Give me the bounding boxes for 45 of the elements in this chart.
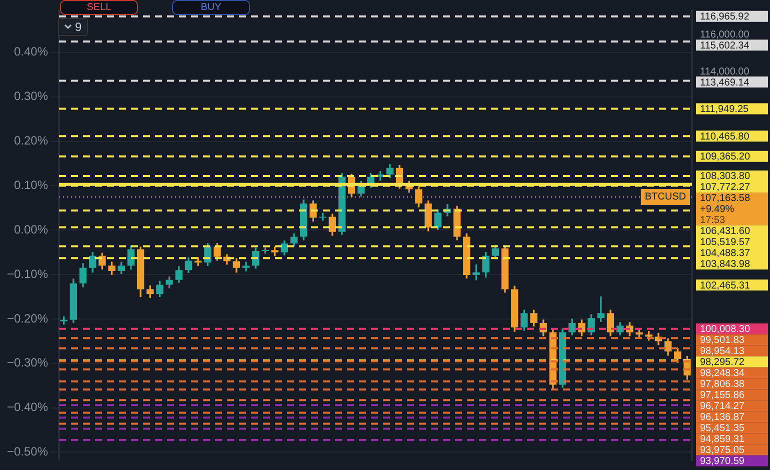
ref-line-label: 110,465.80 [700,131,750,142]
y-tick-label: −0.10% [6,266,48,281]
ref-line-label: 98,954.13 [700,346,745,358]
ref-line-label: 103,843.98 [700,259,750,270]
ref-line-label: 115,602.34 [700,40,750,52]
y-tick-label: −0.20% [6,311,48,326]
y2-tick-label: 114,000.00 [700,66,750,78]
text: 17:53 [700,215,726,226]
ref-line-label: 107,163.58 [700,193,750,204]
y-tick-label: −0.40% [6,400,48,414]
y-tick-label: 0.20% [14,134,48,148]
ref-line-label: 107,772.27 [700,182,750,194]
ref-line-label: 98,248.34 [700,368,745,380]
ref-line-label: 104,488.37 [700,248,750,260]
ref-line-label: 96,136.87 [700,412,745,424]
ref-line-label: 94,859.31 [700,434,745,446]
ref-line-label: 96,714.27 [700,401,745,412]
annotation: BTCUSD [644,192,686,203]
ref-line-label: 100,008.30 [700,324,750,336]
ref-line-label: 116,965.92 [700,12,750,23]
text: 102,465.31 [700,280,750,292]
ref-line-label: 105,519.57 [700,237,750,248]
ref-line-label: 111,949.25 [700,104,750,116]
y2-tick-label: 116,000.00 [700,29,750,40]
y-tick-label: 0.40% [14,44,48,59]
ref-line-label: 109,365.20 [700,152,750,163]
ref-line-label: 97,155.86 [700,390,745,402]
sell-button: SELL [60,0,138,15]
ref-line-label: 108,303.80 [700,171,750,182]
annotation: 9 [75,20,82,34]
y-tick-label: 0.30% [14,89,48,104]
ref-line-label: 99,501.83 [700,335,745,346]
ref-line-label: 106,431.60 [700,226,750,238]
y-tick-label: −0.50% [6,444,48,459]
text: +9.49% [700,204,734,216]
y-tick-label: −0.30% [6,356,48,370]
buy-button: BUY [172,0,250,15]
ref-line-label: 98,295.72 [700,357,745,368]
ref-line-label: 93,970.59 [700,456,745,468]
ref-line-label: 113,469.14 [700,77,750,88]
y-tick-label: 0.00% [14,222,48,236]
ref-line-label: 93,975.05 [700,445,745,456]
ref-line-label: 97,806.38 [700,379,745,390]
y-tick-label: 0.10% [14,178,48,192]
ref-line-label: 95,451.35 [700,423,745,434]
